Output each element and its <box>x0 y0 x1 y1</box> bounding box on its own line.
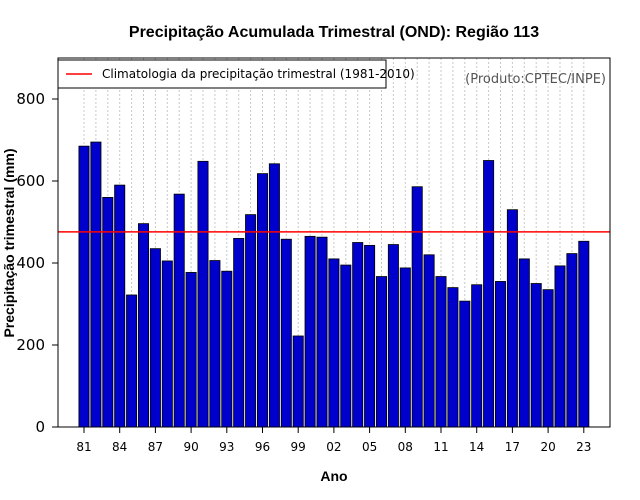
bar-2019 <box>530 283 542 428</box>
bar-2008 <box>399 267 411 428</box>
legend: Climatologia da precipitação trimestral … <box>57 59 415 89</box>
bar-1990 <box>185 272 197 428</box>
bar-2022 <box>566 253 578 428</box>
y-tick-label: 600 <box>16 172 45 190</box>
x-tick-label: 99 <box>291 440 306 454</box>
bar-1991 <box>197 160 209 428</box>
bar-1982 <box>90 141 102 428</box>
bar-1999 <box>292 335 304 428</box>
x-tick-label: 90 <box>183 440 198 454</box>
bar-2004 <box>352 242 364 428</box>
bar-2015 <box>483 160 495 428</box>
bar-1984 <box>114 184 126 428</box>
x-tick-label: 14 <box>469 440 484 454</box>
x-tick-label: 02 <box>326 440 341 454</box>
bar-1989 <box>173 193 185 428</box>
bar-1993 <box>221 270 233 428</box>
bar-1994 <box>233 237 245 428</box>
bar-1988 <box>161 260 173 428</box>
bar-1987 <box>149 248 161 428</box>
legend-climatology-label: Climatologia da precipitação trimestral … <box>102 67 415 81</box>
bar-2001 <box>316 236 328 428</box>
bar-2011 <box>435 276 447 428</box>
bar-2020 <box>542 289 554 428</box>
y-tick-label: 0 <box>35 418 45 436</box>
x-tick-label: 11 <box>433 440 448 454</box>
credit-annotation: (Produto:CPTEC/INPE) <box>465 72 606 87</box>
bars <box>78 141 590 428</box>
bar-2000 <box>304 235 316 428</box>
bar-2014 <box>471 284 483 428</box>
x-tick-label: 23 <box>576 440 591 454</box>
bar-2007 <box>387 244 399 428</box>
bar-2003 <box>340 264 352 428</box>
bar-2009 <box>411 186 423 428</box>
bar-2006 <box>375 276 387 428</box>
legend-box <box>57 59 387 89</box>
bar-2017 <box>506 209 518 428</box>
bar-2002 <box>328 258 340 428</box>
y-tick-label: 200 <box>16 336 45 354</box>
x-tick-label: 93 <box>219 440 234 454</box>
bar-2021 <box>554 265 566 428</box>
bar-2023 <box>578 240 590 428</box>
y-tick-label: 800 <box>16 90 45 108</box>
bar-1998 <box>280 238 292 428</box>
bar-2016 <box>494 281 506 428</box>
x-axis-label: Ano <box>320 468 347 484</box>
bar-1995 <box>245 214 257 428</box>
x-tick-label: 96 <box>255 440 270 454</box>
bar-1981 <box>78 145 90 428</box>
bar-1996 <box>256 173 268 428</box>
bar-1986 <box>137 223 149 428</box>
chart-title: Precipitação Acumulada Trimestral (OND):… <box>129 24 539 41</box>
bar-2005 <box>364 244 376 428</box>
bar-1985 <box>126 294 138 428</box>
y-axis-label: Precipitação trimestral (mm) <box>1 148 17 337</box>
y-tick-label: 400 <box>16 254 45 272</box>
x-tick-label: 20 <box>540 440 555 454</box>
bar-2013 <box>459 300 471 428</box>
bar-2012 <box>447 287 459 428</box>
x-tick-label: 81 <box>76 440 91 454</box>
x-tick-label: 08 <box>398 440 413 454</box>
y-axis: 0 200 400 600 800 <box>16 90 58 436</box>
bar-2010 <box>423 254 435 428</box>
x-tick-label: 05 <box>362 440 377 454</box>
x-axis: 81 84 87 90 93 96 99 02 05 08 11 14 17 20 23 <box>76 427 591 454</box>
x-tick-label: 87 <box>148 440 163 454</box>
bar-1997 <box>268 163 280 428</box>
bar-1992 <box>209 260 221 428</box>
bar-2018 <box>518 258 530 428</box>
x-tick-label: 17 <box>505 440 520 454</box>
x-tick-label: 84 <box>112 440 127 454</box>
